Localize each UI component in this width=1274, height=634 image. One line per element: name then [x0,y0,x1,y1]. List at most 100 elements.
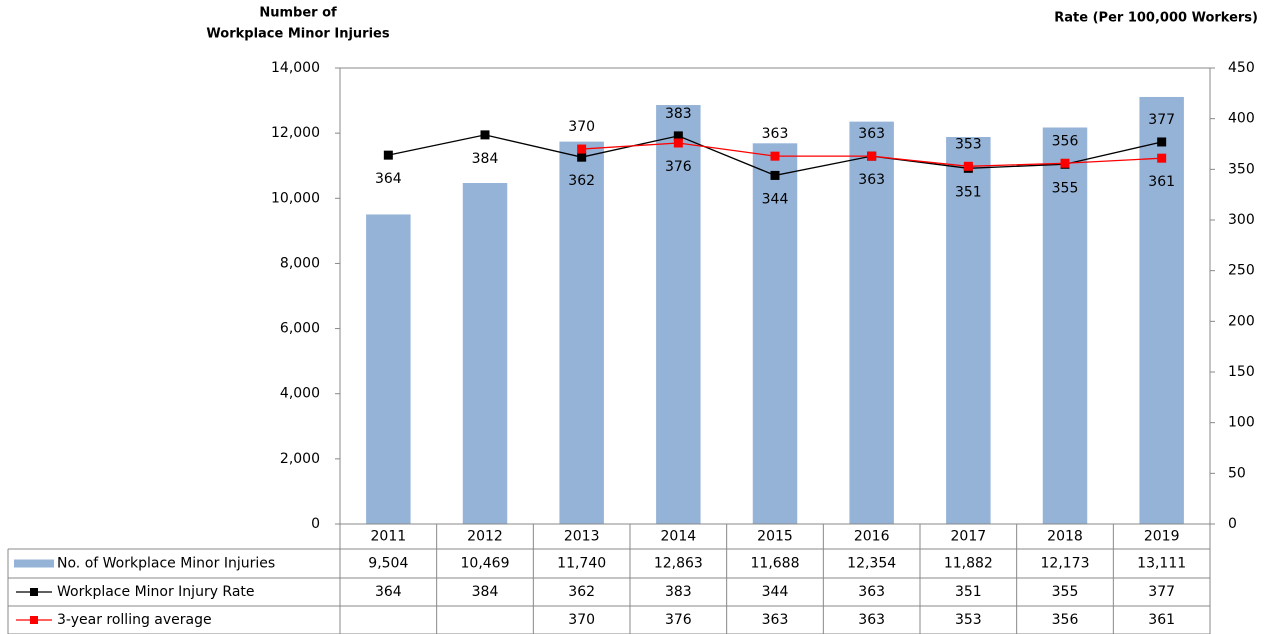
y2-tick-label: 50 [1228,465,1246,481]
table-cell: 364 [375,584,402,600]
data-label: 351 [955,184,982,200]
x-tick-label: 2014 [661,529,697,545]
table-cell: 361 [1148,612,1175,628]
point [1060,158,1070,168]
x-tick-label: 2015 [757,529,793,545]
data-label: 363 [858,172,885,188]
y-tick-label: 12,000 [271,125,320,141]
bar [1042,127,1088,525]
data-label: 356 [1052,133,1079,149]
y-axis-title: Number of [259,6,337,21]
bar [946,136,991,525]
bar [366,214,411,524]
bar [849,121,894,524]
legend-marker [30,588,38,596]
bar [752,143,798,524]
y-axis-title: Workplace Minor Injuries [206,27,389,42]
table-cell: 9,504 [368,556,408,572]
data-label: 383 [665,106,692,122]
data-label: 370 [568,119,595,135]
point [1157,137,1167,147]
data-label: 361 [1148,174,1175,190]
table-cell: 12,863 [654,556,703,572]
x-tick-label: 2016 [854,529,890,545]
table-cell: 344 [762,584,789,600]
y2-tick-label: 400 [1228,111,1255,127]
table-cell: 356 [1052,612,1079,628]
y2-tick-label: 350 [1228,161,1255,177]
table-cell: 363 [858,612,885,628]
legend-label: 3-year rolling average [57,612,212,628]
y2-tick-label: 300 [1228,212,1255,228]
table-cell: 10,469 [461,556,510,572]
data-label: 377 [1148,112,1175,128]
point [770,151,780,161]
data-label: 384 [472,151,499,167]
x-tick-label: 2017 [951,529,987,545]
table-cell: 11,882 [944,556,993,572]
table-cell: 353 [955,612,982,628]
point [770,170,780,180]
data-label: 363 [762,126,789,142]
bar [1139,96,1184,525]
point [673,138,683,148]
y-tick-label: 10,000 [271,190,320,206]
table-cell: 377 [1148,584,1175,600]
point [577,144,587,154]
point [577,152,587,162]
y2-tick-label: 100 [1228,415,1255,431]
y-tick-label: 0 [311,516,320,532]
point [673,131,683,141]
y2-tick-label: 250 [1228,263,1255,279]
y2-tick-label: 150 [1228,364,1255,380]
bar [559,141,604,524]
table-cell: 363 [762,612,789,628]
x-tick-label: 2019 [1144,529,1180,545]
y-tick-label: 4,000 [280,386,320,402]
point [867,151,877,161]
data-label: 364 [375,171,402,187]
table-cell: 11,740 [557,556,606,572]
y-tick-label: 14,000 [271,60,320,76]
point [480,130,490,140]
y-tick-label: 6,000 [280,321,320,337]
table-cell: 355 [1052,584,1079,600]
table-cell: 383 [665,584,692,600]
point [383,150,393,160]
y2-tick-label: 450 [1228,60,1255,76]
y2-tick-label: 0 [1228,516,1237,532]
x-tick-label: 2011 [371,529,407,545]
y-tick-label: 8,000 [280,255,320,271]
data-label: 353 [955,136,982,152]
table-cell: 351 [955,584,982,600]
bar [462,183,508,525]
table-cell: 370 [568,612,595,628]
x-tick-label: 2012 [467,529,503,545]
table-cell: 12,354 [847,556,896,572]
table-cell: 362 [568,584,595,600]
legend-label: Workplace Minor Injury Rate [57,584,255,600]
table-cell: 363 [858,584,885,600]
table-cell: 384 [472,584,499,600]
table-cell: 376 [665,612,692,628]
legend-label: No. of Workplace Minor Injuries [57,556,275,572]
data-label: 355 [1052,180,1079,196]
point [1157,153,1167,163]
data-label: 363 [858,126,885,142]
x-tick-label: 2018 [1047,529,1083,545]
data-label: 376 [665,159,692,175]
table-cell: 11,688 [751,556,800,572]
data-label: 344 [762,191,789,207]
table-cell: 13,111 [1137,556,1186,572]
table-cell: 12,173 [1041,556,1090,572]
legend-swatch [14,559,54,568]
bar [656,105,701,524]
point [963,161,973,171]
y2-tick-label: 200 [1228,313,1255,329]
legend-marker [30,616,38,624]
data-label: 362 [568,173,595,189]
y-tick-label: 2,000 [280,451,320,467]
x-tick-label: 2013 [564,529,600,545]
y2-axis-title: Rate (Per 100,000 Workers) [1054,11,1258,26]
